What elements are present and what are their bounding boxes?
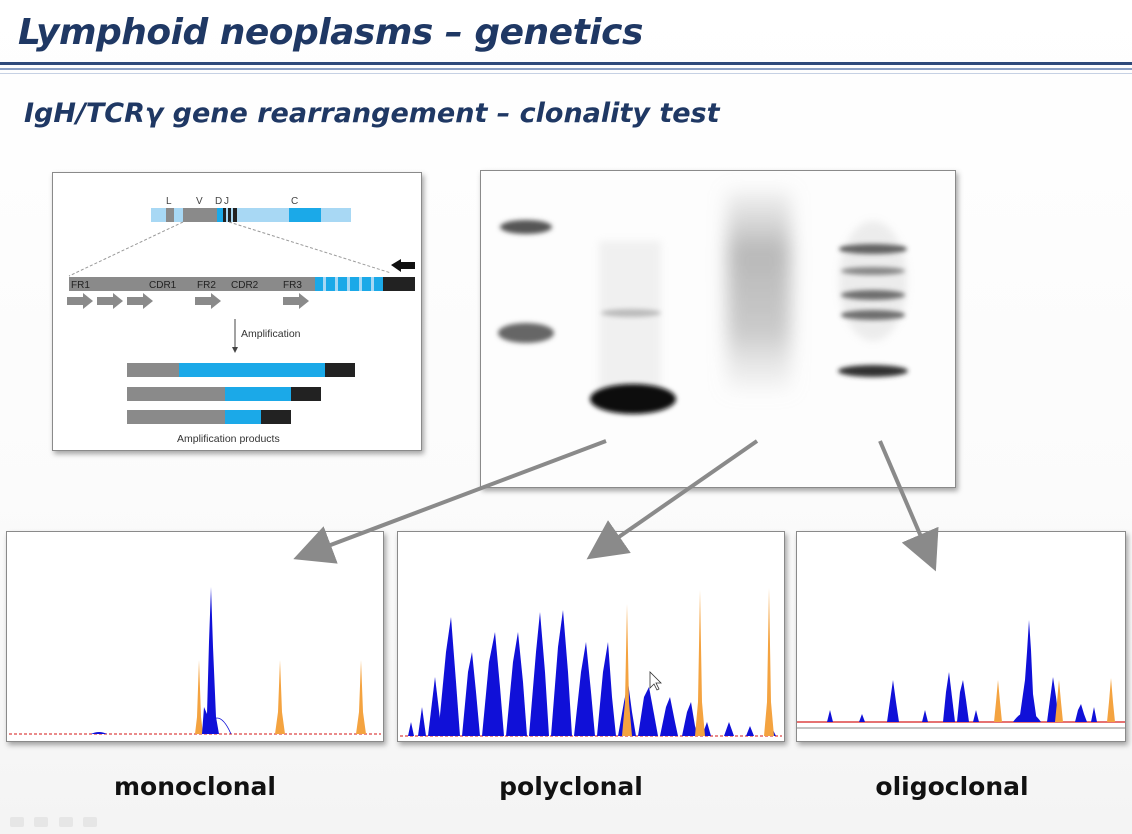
- label-cdr2: CDR2: [231, 280, 259, 291]
- label-j: J: [224, 196, 229, 207]
- standard-peak: [695, 590, 705, 736]
- slideshow-nav[interactable]: [10, 814, 130, 832]
- d-segment: [217, 208, 223, 222]
- label-l: L: [166, 196, 172, 207]
- caption-monoclonal: monoclonal: [114, 772, 276, 801]
- gel-image: [498, 191, 908, 414]
- previous-slide-icon[interactable]: [10, 817, 24, 827]
- oligoclonal-trace: [797, 620, 1125, 729]
- j-segments: [233, 208, 237, 222]
- title-rule-secondary: [0, 68, 1132, 70]
- monoclonal-trace: [9, 587, 381, 735]
- pen-icon[interactable]: [34, 817, 49, 827]
- standard-peak: [1055, 680, 1063, 722]
- slide-title: Lymphoid neoplasms – genetics: [18, 12, 643, 53]
- reverse-primer-arrow: [391, 259, 415, 272]
- standard-peak: [994, 680, 1002, 722]
- amplification-label: Amplification: [241, 328, 301, 340]
- title-rule: [0, 62, 1132, 65]
- mouse-cursor: [649, 671, 662, 691]
- next-slide-icon[interactable]: [83, 817, 98, 827]
- monoclonal-peak: [202, 587, 219, 734]
- leader-segment: [166, 208, 174, 222]
- standard-peak: [275, 660, 285, 734]
- ladder-band-lower: [498, 323, 554, 343]
- oligoclonal-trace-panel: [796, 531, 1126, 742]
- label-c: C: [291, 196, 298, 207]
- polyclonal-smear: [727, 191, 791, 391]
- vdj-bar: [69, 277, 315, 291]
- monoclonal-trace-panel: [6, 531, 384, 742]
- gene-diagram: L V D J C FR1 CDR1 FR2 CDR2 FR3: [67, 196, 415, 445]
- monoclonal-band: [590, 384, 676, 414]
- label-d: D: [215, 196, 222, 207]
- standard-peak: [622, 604, 632, 736]
- standard-peak: [1107, 678, 1115, 722]
- expansion-line-right: [228, 221, 392, 274]
- standard-peak: [195, 660, 203, 734]
- title-rule-tertiary: [0, 73, 1132, 74]
- polyclonal-trace-panel: [397, 531, 785, 742]
- oligoclonal-band-5: [838, 365, 908, 377]
- polyclonal-peaks: [408, 610, 776, 736]
- gel-image-panel: [480, 170, 956, 488]
- c-segment: [289, 208, 321, 222]
- ladder-band-upper: [500, 220, 552, 234]
- amplification-products: [127, 363, 355, 424]
- slide-subtitle: IgH/TCRγ gene rearrangement – clonality …: [24, 98, 720, 129]
- label-fr1: FR1: [71, 280, 90, 291]
- label-cdr1: CDR1: [149, 280, 177, 291]
- label-fr2: FR2: [197, 280, 216, 291]
- standard-peak: [764, 588, 774, 736]
- gene-diagram-panel: L V D J C FR1 CDR1 FR2 CDR2 FR3: [52, 172, 422, 451]
- caption-polyclonal: polyclonal: [499, 772, 643, 801]
- label-v: V: [196, 196, 203, 207]
- expansion-line-left: [68, 221, 184, 277]
- polyclonal-trace: [400, 588, 782, 737]
- standard-peak: [356, 660, 366, 734]
- products-label: Amplification products: [177, 433, 280, 445]
- menu-icon[interactable]: [58, 817, 73, 827]
- label-fr3: FR3: [283, 280, 302, 291]
- vdj-bar-dark: [383, 277, 415, 291]
- oligoclonal-peaks: [827, 620, 1097, 722]
- forward-primer-arrows: [67, 293, 309, 309]
- v-segment: [183, 208, 217, 222]
- caption-oligoclonal: oligoclonal: [875, 772, 1029, 801]
